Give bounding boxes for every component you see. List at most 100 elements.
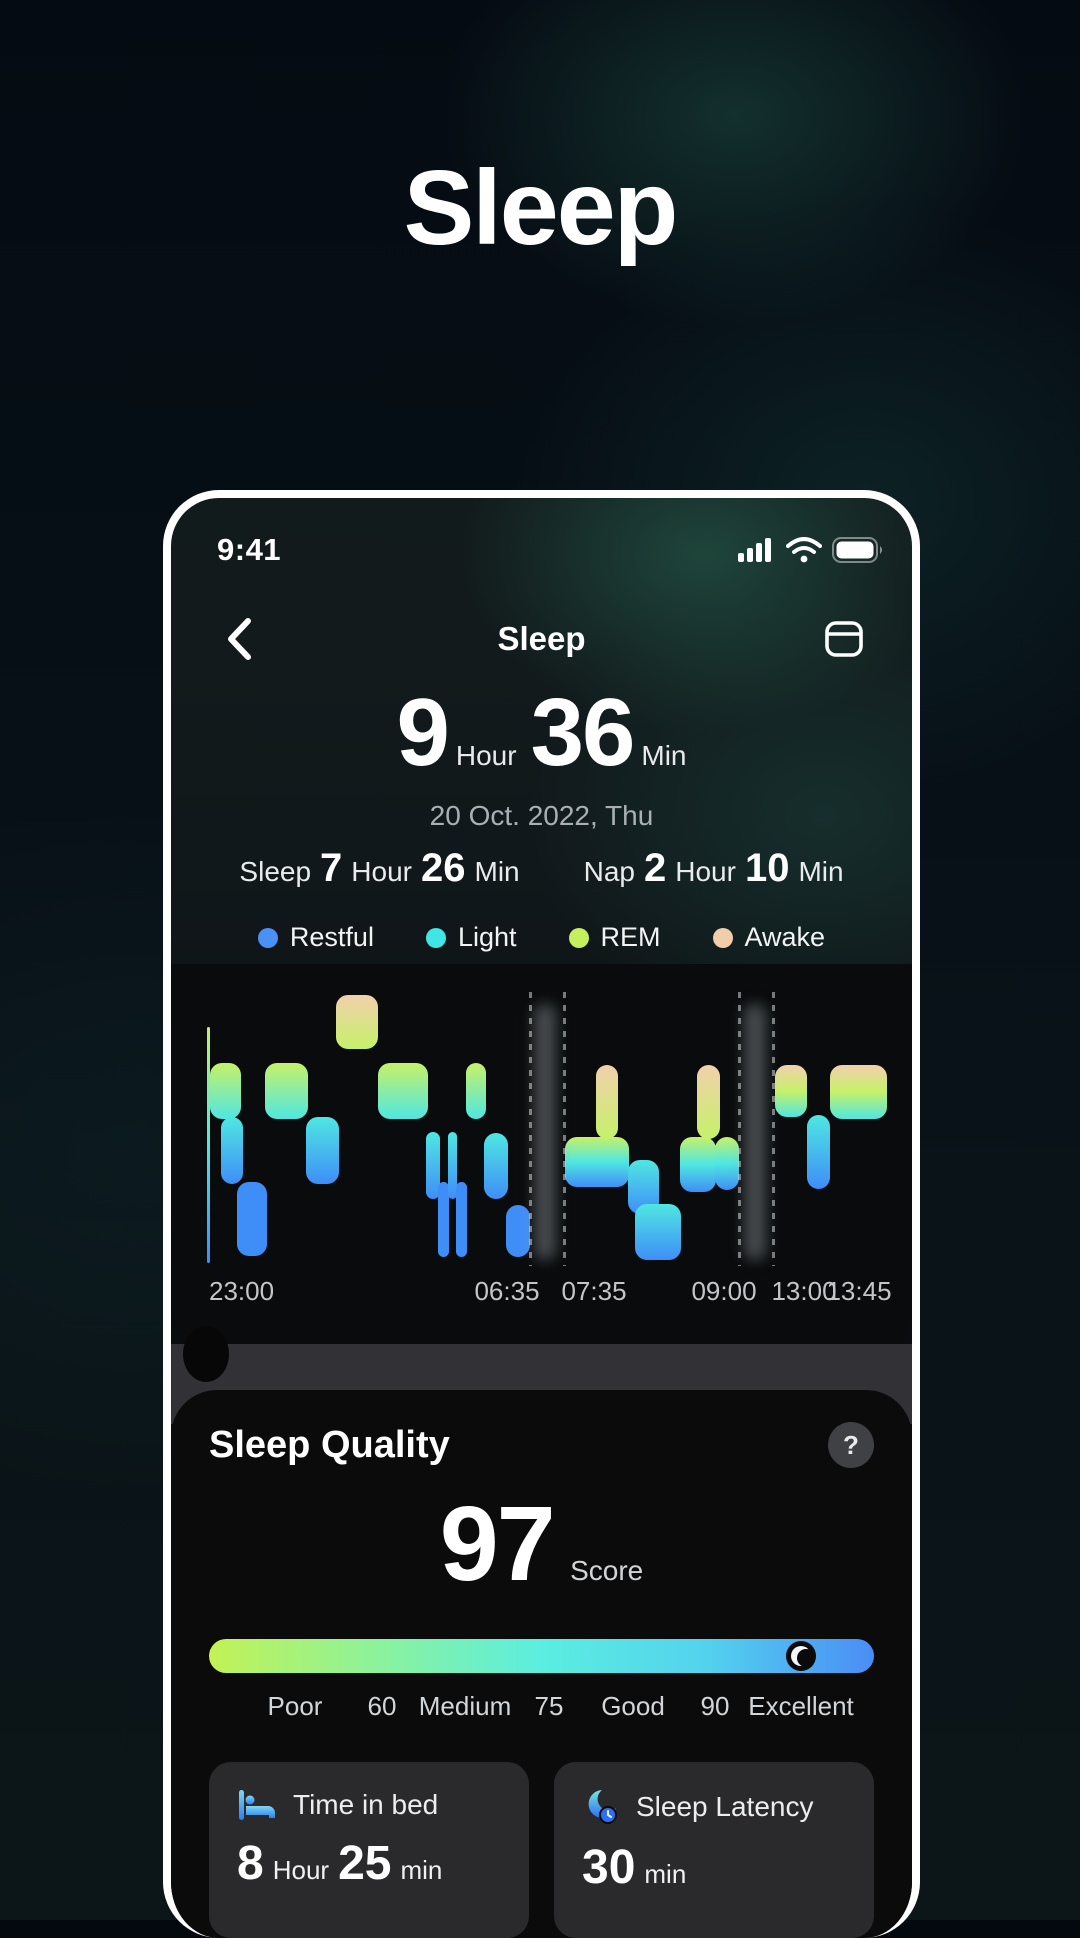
scale-label: 75 <box>535 1691 564 1722</box>
phone-mockup: 9:41 Sleep <box>163 490 920 1938</box>
calendar-card-button[interactable] <box>816 611 872 667</box>
status-time: 9:41 <box>217 532 281 568</box>
hours-value: 9 <box>397 678 448 788</box>
legend-label: Awake <box>745 922 826 953</box>
score-value: 97 <box>440 1485 554 1603</box>
quality-gradient-bar <box>209 1639 874 1673</box>
nap-hours: 2 <box>644 846 666 891</box>
sleep-duration: Sleep 7 Hour 26 Min <box>239 846 519 891</box>
sleep-latency-card[interactable]: Sleep Latency 30 min <box>554 1762 874 1938</box>
calendar-card-icon <box>822 617 866 661</box>
sleep-segment-light <box>221 1117 243 1184</box>
session-boundary-line <box>563 992 566 1266</box>
nap-hours-unit: Hour <box>675 856 736 888</box>
legend-item-light: Light <box>426 922 517 953</box>
stat-card-grid: Time in bed 8 Hour 25 min <box>209 1762 874 1938</box>
time-tick-label: 06:35 <box>474 1276 539 1307</box>
scale-label: Excellent <box>748 1691 854 1722</box>
session-gap-band <box>534 1004 556 1260</box>
stat-num: 30 <box>582 1840 635 1895</box>
sleep-word: Sleep <box>239 856 311 888</box>
time-tick-label: 09:00 <box>691 1276 756 1307</box>
wifi-icon <box>786 537 822 563</box>
scale-label: Good <box>601 1691 665 1722</box>
stat-num: 8 <box>237 1836 264 1891</box>
quality-title: Sleep Quality <box>209 1424 450 1467</box>
scale-label: 90 <box>701 1691 730 1722</box>
stat-label: Time in bed <box>293 1789 438 1821</box>
sleep-segment-restful <box>506 1205 530 1257</box>
stat-unit: Hour <box>273 1855 329 1886</box>
sleep-mins: 26 <box>421 846 466 891</box>
light-dot-icon <box>426 928 446 948</box>
sleep-segment-light <box>807 1115 830 1189</box>
session-boundary-line <box>529 992 532 1266</box>
sleep-segment-light <box>635 1204 681 1260</box>
awake-dot-icon <box>713 928 733 948</box>
hours-unit: Hour <box>456 740 517 772</box>
status-bar: 9:41 <box>217 528 884 572</box>
session-boundary-line <box>772 992 775 1266</box>
sleep-segment-awake <box>336 995 378 1049</box>
sleep-segment-rem <box>680 1137 716 1192</box>
legend-item-restful: Restful <box>258 922 374 953</box>
time-tick-label: 23:00 <box>209 1276 274 1307</box>
sleep-segment-rem <box>210 1063 241 1119</box>
nap-word: Nap <box>584 856 635 888</box>
sleep-segment-restful <box>237 1182 267 1256</box>
time-tick-label: 07:35 <box>561 1276 626 1307</box>
sleep-hours-unit: Hour <box>351 856 412 888</box>
legend-label: Light <box>458 922 517 953</box>
sleep-segment-awake <box>775 1065 807 1117</box>
sleep-segment-light <box>484 1133 508 1199</box>
stat-head: Sleep Latency <box>582 1788 846 1826</box>
question-mark-icon: ? <box>843 1430 859 1461</box>
sleep-segment-rem <box>466 1063 486 1119</box>
sleep-nap-breakdown: Sleep 7 Hour 26 Min Nap 2 Hour 10 Min <box>171 846 912 891</box>
stat-value: 8 Hour 25 min <box>237 1836 501 1891</box>
battery-icon <box>832 537 884 563</box>
sleep-segment-restful <box>456 1182 467 1257</box>
legend-label: REM <box>601 922 661 953</box>
sleep-segment-rem <box>378 1063 428 1119</box>
quality-header: Sleep Quality ? <box>209 1422 874 1468</box>
minutes-value: 36 <box>531 678 634 788</box>
sleep-hours: 7 <box>320 846 342 891</box>
nap-mins: 10 <box>745 846 790 891</box>
total-sleep-duration: 9 Hour 36 Min <box>171 678 912 788</box>
session-gap-band <box>744 1004 766 1260</box>
legend-label: Restful <box>290 922 374 953</box>
sleep-mins-unit: Min <box>475 856 520 888</box>
pull-handle-dot <box>183 1326 229 1382</box>
sleep-segment-rem <box>715 1137 739 1190</box>
scale-label: Poor <box>268 1691 323 1722</box>
sleep-segment-awake <box>596 1065 618 1139</box>
sleep-segment-rem <box>565 1137 629 1187</box>
stage-legend: Restful Light REM Awake <box>171 922 912 953</box>
sleep-segment-light <box>306 1117 339 1184</box>
bed-icon <box>237 1788 277 1822</box>
sleep-segment-awake <box>697 1065 720 1139</box>
scale-label: 60 <box>368 1691 397 1722</box>
help-button[interactable]: ? <box>828 1422 874 1468</box>
rem-dot-icon <box>569 928 589 948</box>
nap-mins-unit: Min <box>798 856 843 888</box>
back-button[interactable] <box>211 611 267 667</box>
nap-duration: Nap 2 Hour 10 Min <box>584 846 844 891</box>
time-in-bed-card[interactable]: Time in bed 8 Hour 25 min <box>209 1762 529 1938</box>
cellular-signal-icon <box>738 537 776 563</box>
nav-header: Sleep <box>211 606 872 672</box>
chart-start-line <box>207 1027 210 1263</box>
screen-title: Sleep <box>211 620 872 658</box>
stat-head: Time in bed <box>237 1788 501 1822</box>
score-label: Score <box>570 1555 643 1586</box>
legend-item-rem: REM <box>569 922 661 953</box>
score-block: 97 Score <box>209 1484 874 1605</box>
moon-marker-icon <box>786 1641 816 1671</box>
stat-unit: min <box>644 1859 686 1890</box>
stat-value: 30 min <box>582 1840 846 1895</box>
